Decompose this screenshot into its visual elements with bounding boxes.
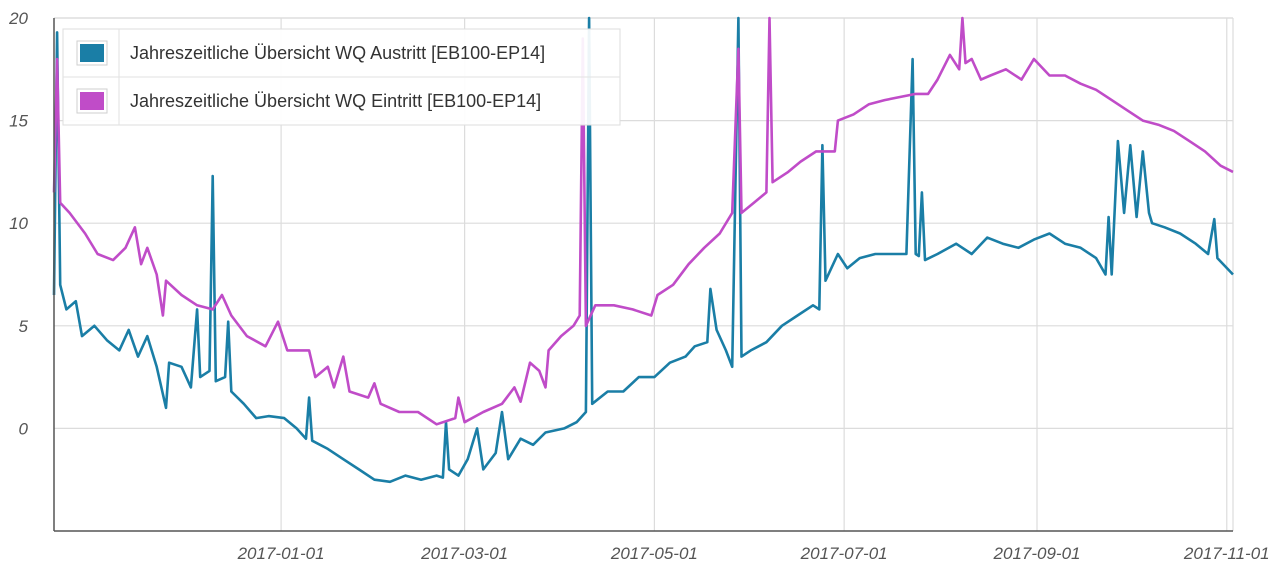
x-axis-ticks: 2017-01-01 2017-03-01 2017-05-01 2017-07-01…	[237, 544, 1270, 563]
x-tick-label: 2017-11-01	[1183, 544, 1270, 563]
series-lines	[52, 16, 1234, 484]
legend-label: Jahreszeitliche Übersicht WQ Austritt [E…	[130, 43, 545, 63]
x-tick-label: 2017-01-01	[237, 544, 325, 563]
x-tick-label: 2017-09-01	[993, 544, 1081, 563]
x-tick-label: 2017-07-01	[800, 544, 888, 563]
legend-swatch	[80, 44, 104, 62]
series-line-2	[52, 16, 1234, 426]
y-tick-label: 20	[8, 9, 28, 28]
y-tick-label: 0	[19, 419, 29, 438]
x-tick-label: 2017-05-01	[610, 544, 698, 563]
x-tick-label: 2017-03-01	[420, 544, 508, 563]
y-tick-label: 10	[9, 214, 28, 233]
y-tick-label: 5	[19, 317, 29, 336]
legend-label: Jahreszeitliche Übersicht WQ Eintritt [E…	[130, 91, 541, 111]
y-tick-label: 15	[9, 112, 28, 131]
axes	[53, 18, 1233, 532]
series-line-1	[52, 16, 1234, 484]
legend: Jahreszeitliche Übersicht WQ Austritt [E…	[62, 28, 621, 126]
legend-swatch	[80, 92, 104, 110]
y-axis-ticks: 0 5 10 15 20	[8, 9, 28, 438]
